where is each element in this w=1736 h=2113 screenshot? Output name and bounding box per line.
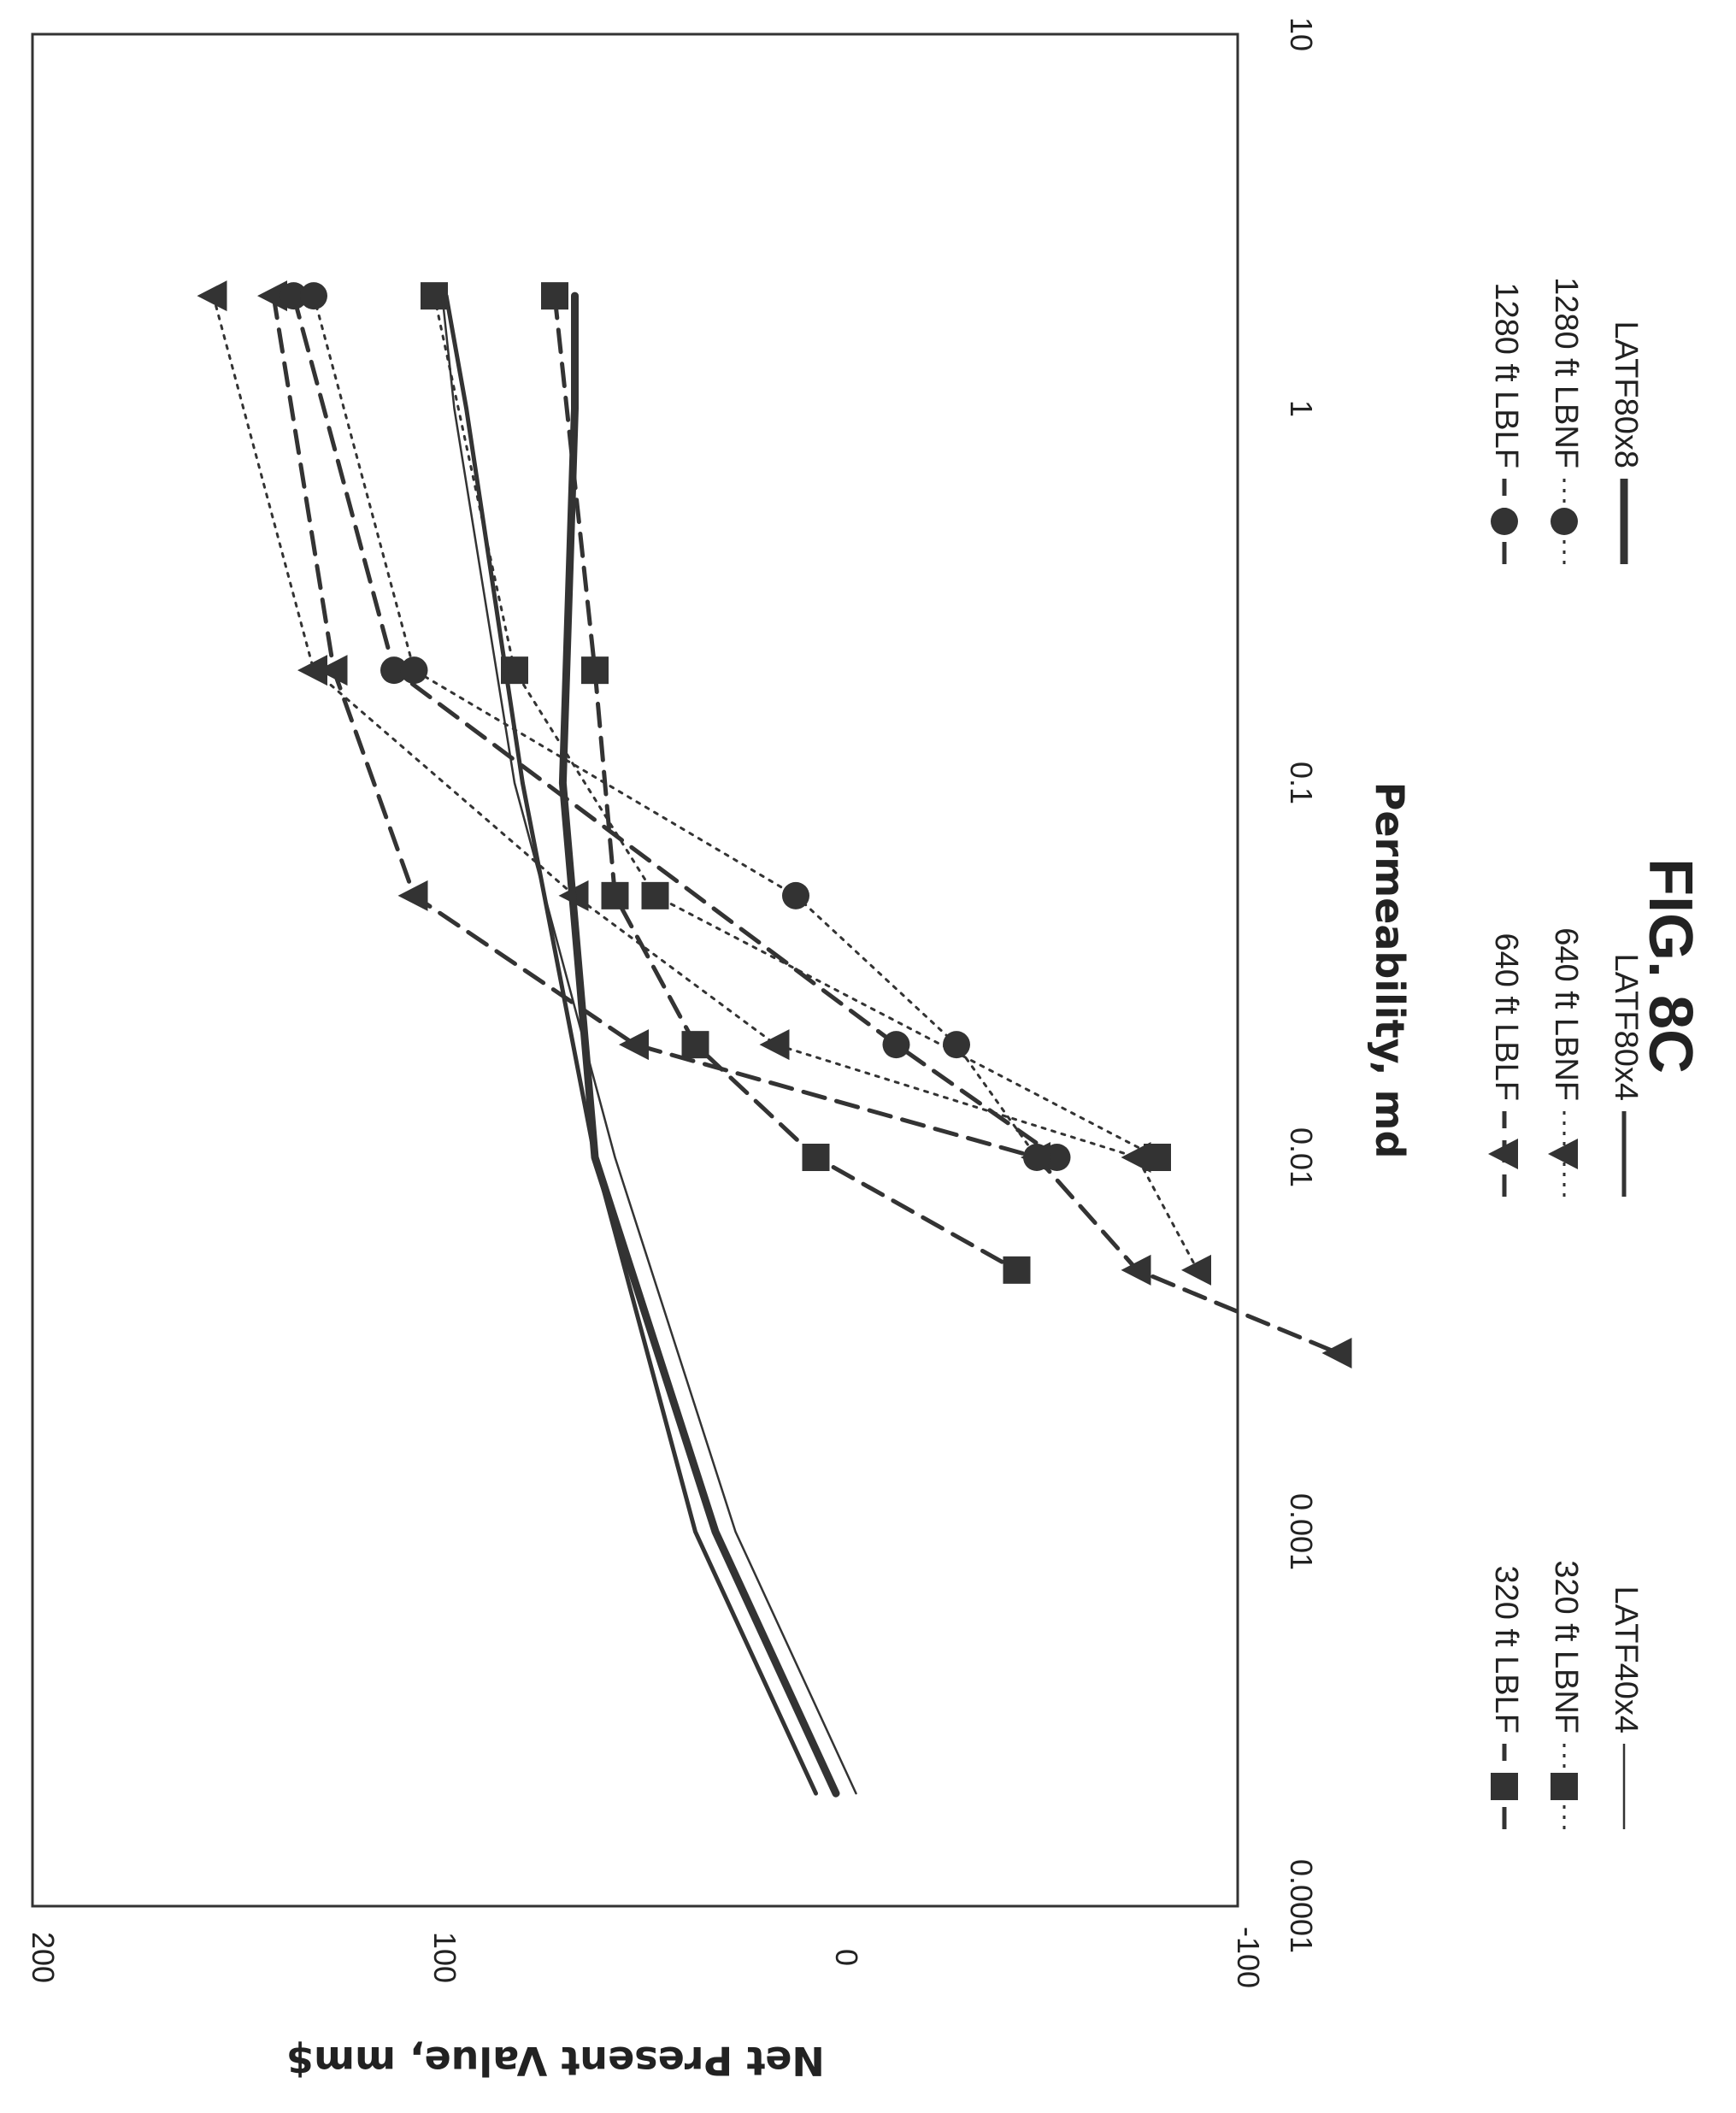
y-tick-label: 100: [427, 1932, 462, 1983]
data-point: [782, 881, 809, 909]
legend-label: 320 ft LBLF: [1488, 1566, 1524, 1733]
data-point: [1181, 1254, 1211, 1286]
legend-label: 640 ft LBNF: [1548, 927, 1584, 1101]
x-tick-label: 1: [1284, 400, 1319, 417]
data-point: [943, 1031, 970, 1059]
x-axis-title: Permeability, md: [1367, 782, 1413, 1159]
series-2: [441, 294, 857, 1795]
legend-label: 1280 ft LBLF: [1488, 282, 1524, 468]
series-line: [441, 294, 857, 1795]
series-line: [558, 291, 840, 1798]
data-point: [802, 1144, 830, 1171]
y-tick-label: 0: [829, 1949, 864, 1966]
tick-labels: 0.0001 0.001 0.01 0.1 1 10 -100 0 100 200: [26, 17, 1319, 1988]
legend-marker: [1491, 1773, 1518, 1800]
series-6: [280, 282, 1071, 1171]
x-tick-label: 0.01: [1284, 1127, 1319, 1187]
series-3: [257, 280, 1352, 1369]
series-1: [421, 282, 1171, 1171]
legend-label: 1280 ft LBNF: [1548, 277, 1584, 468]
data-point: [1043, 1144, 1071, 1171]
series-7: [300, 282, 1050, 1171]
data-point: [380, 656, 408, 685]
legend-item-5: LATF80x4: [1608, 954, 1644, 1197]
series-0: [541, 282, 1031, 1284]
legend-label: LATF80x8: [1608, 321, 1644, 468]
data-point: [619, 1029, 649, 1061]
data-point: [197, 280, 227, 312]
x-tick-label: 0.1: [1284, 762, 1319, 804]
figure-label: FIG. 8C: [1636, 858, 1704, 1074]
legend: 320 ft LBLF 320 ft LBNF LATF40x4 640 ft LBL…: [1488, 277, 1644, 1829]
legend-item-6: 1280 ft LBLF: [1488, 282, 1524, 564]
x-tick-label: 10: [1284, 17, 1319, 51]
plot-frame: [31, 32, 1239, 1908]
legend-item-7: 1280 ft LBNF: [1548, 277, 1584, 564]
data-point: [257, 280, 287, 312]
legend-item-0: 320 ft LBLF: [1488, 1566, 1524, 1829]
data-point: [297, 655, 327, 686]
y-tick-label: 200: [26, 1932, 61, 1983]
legend-item-3: 640 ft LBLF: [1488, 933, 1524, 1197]
series-line: [291, 293, 1059, 1160]
legend-marker: [1491, 508, 1518, 535]
legend-item-8: LATF80x8: [1608, 321, 1644, 564]
x-tick-label: 0.0001: [1284, 1859, 1319, 1953]
data-point: [397, 880, 428, 911]
data-point: [681, 1031, 709, 1059]
legend-label: 640 ft LBLF: [1488, 933, 1524, 1101]
data-point: [280, 282, 308, 310]
legend-item-2: LATF40x4: [1608, 1586, 1644, 1829]
data-point: [641, 881, 669, 909]
series-line: [212, 294, 1199, 1272]
data-point: [1121, 1142, 1151, 1173]
series-line: [271, 293, 1340, 1356]
data-point: [400, 656, 428, 685]
legend-label: LATF80x4: [1608, 954, 1644, 1101]
data-point: [541, 282, 568, 310]
y-axis-title: Net Present Value, mm$: [286, 2038, 825, 2084]
series-line: [312, 294, 1039, 1159]
x-tick-label: 0.001: [1284, 1493, 1319, 1570]
series-line: [444, 293, 818, 1796]
legend-marker: [1488, 1139, 1518, 1169]
axis-titles: Permeability, md Net Present Value, mm$: [286, 782, 1413, 2084]
data-point: [1023, 1144, 1050, 1171]
legend-item-1: 320 ft LBNF: [1548, 1560, 1584, 1829]
y-tick-label: -100: [1231, 1927, 1266, 1988]
legend-marker: [1551, 508, 1578, 535]
data-point: [882, 1031, 910, 1059]
series-8: [558, 291, 840, 1798]
legend-label: 320 ft LBNF: [1548, 1560, 1584, 1733]
series-line: [433, 294, 1159, 1159]
legend-item-4: 640 ft LBNF: [1548, 927, 1584, 1197]
series-line: [552, 293, 1019, 1273]
series-4: [197, 280, 1211, 1286]
data-point: [1121, 1254, 1151, 1286]
series-layer: [197, 280, 1352, 1798]
legend-label: LATF40x4: [1608, 1586, 1644, 1733]
data-point: [317, 655, 348, 686]
legend-marker: [1548, 1139, 1578, 1169]
data-point: [1321, 1338, 1352, 1369]
data-point: [1003, 1256, 1031, 1284]
data-point: [300, 282, 327, 310]
series-5: [444, 293, 818, 1796]
data-point: [759, 1029, 790, 1061]
data-point: [581, 656, 609, 685]
legend-marker: [1551, 1773, 1578, 1800]
data-point: [601, 881, 629, 909]
